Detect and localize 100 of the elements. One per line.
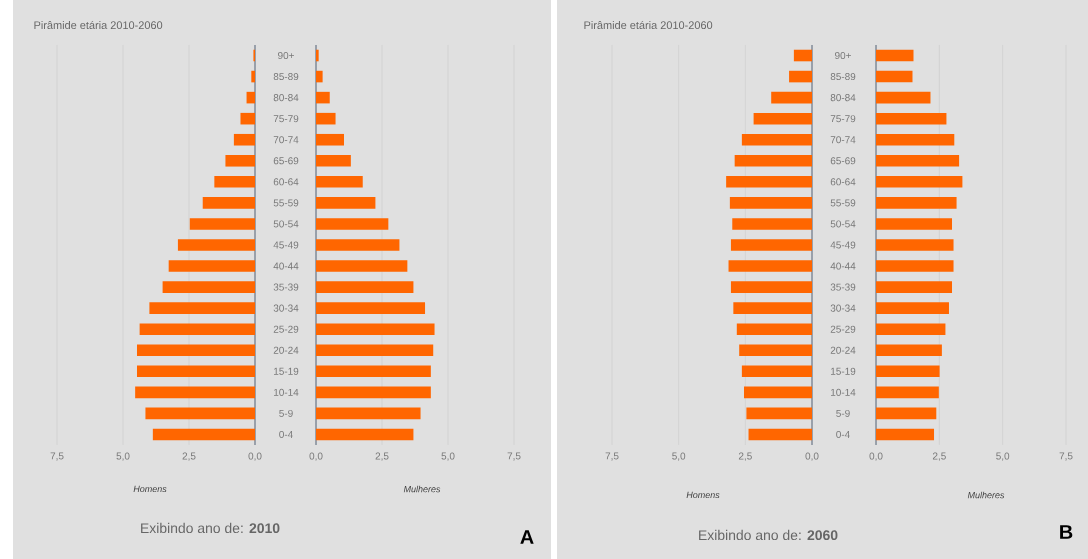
y-tick-label: 65-69 [273,157,299,165]
text: Exibindo ano de: 2010 [141,522,280,534]
bar [876,365,940,378]
bar [137,365,255,378]
x-tick-label: 5,0 [116,452,130,461]
bar [733,302,812,314]
y-tick-label: 70-74 [273,136,299,144]
y-tick-label: 0-4 [279,430,293,438]
bar [316,239,400,251]
y-tick-label: 5-9 [836,409,850,417]
x-axis-title: Homens [686,491,720,499]
bar [876,91,931,104]
bar [316,323,435,335]
x-tick-label: 0,0 [805,452,819,461]
bar [876,218,953,230]
bar [876,344,942,357]
y-tick-label: 45-49 [830,241,856,249]
y-tick-label: 50-54 [830,220,856,228]
bar [771,91,812,104]
bar [316,281,414,293]
bar [177,239,255,251]
y-tick-label: 0-4 [836,430,850,438]
bar [739,344,812,357]
y-tick-label: 40-44 [830,262,856,270]
bar [137,344,255,357]
text: Exibindo ano de: 2060 [699,529,838,541]
x-tick-label: 2,5 [375,452,389,461]
y-tick-label: 15-19 [274,367,299,375]
bar [726,176,812,188]
bar [316,365,431,378]
y-tick-label: 80-84 [830,94,856,102]
y-tick-label: 60-64 [273,178,299,186]
bar [316,176,363,188]
x-tick-label: 2,5 [738,452,752,461]
y-tick-label: 15-19 [831,367,856,375]
y-tick-label: 45-49 [273,241,299,249]
x-axis-title: Mulheres [403,485,441,493]
y-tick-label: 20-24 [273,346,299,354]
y-tick-label: 75-79 [273,115,299,123]
bar [876,70,913,83]
bar [168,260,255,272]
y-tick-label: 20-24 [830,346,856,354]
bar [876,281,953,293]
bar [316,407,421,420]
y-tick-label: 80-84 [273,94,299,102]
y-tick-label: 10-14 [831,388,856,396]
bar [793,49,812,62]
x-tick-label: 7,5 [50,452,64,461]
bar [746,407,812,420]
bar [149,302,255,314]
bar [316,344,434,357]
y-tick-label: 75-79 [830,115,856,123]
bar [189,218,255,230]
bar [316,260,408,272]
bar [876,386,939,399]
chart-title: Pirâmide etária 2010-2060 [34,20,163,30]
bar [728,260,812,272]
x-tick-label: 0,0 [248,452,262,461]
text: A [520,530,534,544]
x-tick-label: 2,5 [182,452,196,461]
bar [162,281,255,293]
bar [753,112,812,125]
bar [316,49,319,62]
y-tick-label: 85-89 [273,73,299,81]
y-tick-label: 55-59 [830,199,856,207]
bar [876,49,914,62]
bar [135,386,255,399]
bar [316,91,330,104]
text: B [1060,525,1073,539]
y-tick-label: 10-14 [274,388,299,396]
x-tick-label: 7,5 [1059,452,1073,461]
bar [316,302,426,314]
x-tick-label: 2,5 [932,452,946,461]
bar [730,281,812,293]
y-tick-label: 25-29 [830,325,856,333]
bar [246,91,255,104]
bar [240,112,255,125]
x-tick-label: 7,5 [507,452,521,461]
x-tick-label: 7,5 [605,452,619,461]
bar [225,154,255,167]
bar [152,428,255,441]
bar [876,154,960,167]
y-tick-label: 90+ [835,51,851,60]
bar [202,197,255,209]
bar [876,197,957,209]
bar [316,70,323,83]
x-tick-label: 5,0 [996,452,1010,461]
y-tick-label: 55-59 [273,199,299,207]
bar [748,428,812,441]
x-axis-title: Homens [133,485,167,493]
x-tick-label: 0,0 [869,452,883,461]
bar [736,323,812,335]
bar [316,112,336,125]
y-tick-label: 50-54 [273,220,299,228]
bar [789,70,812,83]
bar [876,112,947,125]
y-tick-label: 65-69 [830,157,856,165]
bar [876,133,955,146]
bar [316,154,351,167]
x-tick-label: 5,0 [672,452,686,461]
